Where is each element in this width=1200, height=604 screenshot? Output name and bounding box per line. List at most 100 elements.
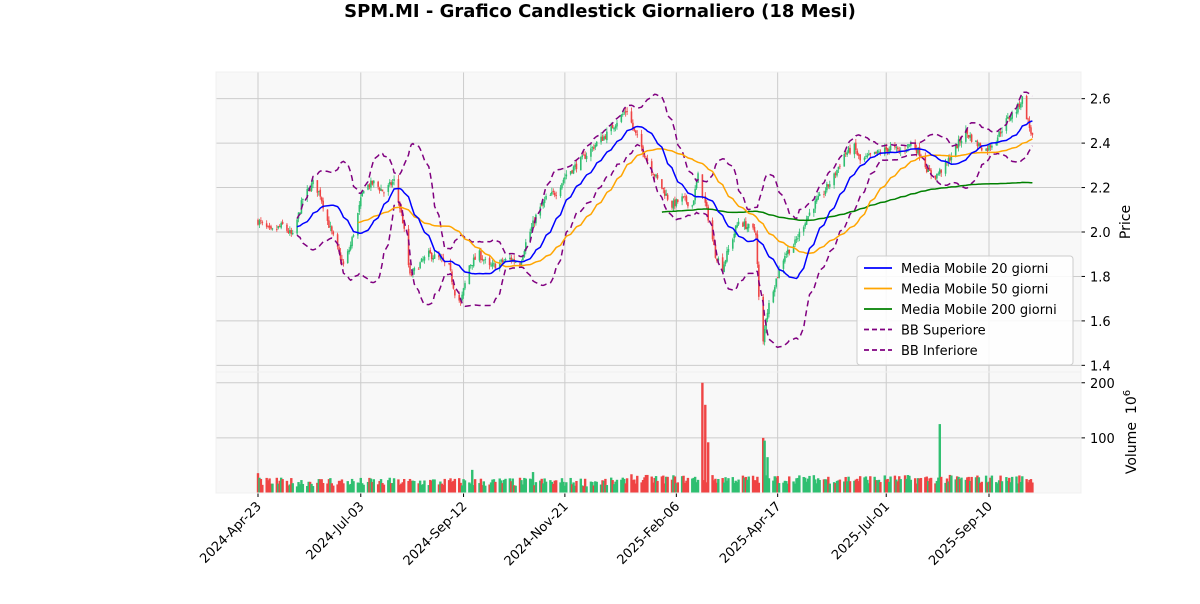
volume-bar [876,480,879,493]
volume-bar [676,482,679,493]
volume-bar [989,477,992,493]
candle-body [828,184,831,187]
volume-bar [711,475,714,493]
candle-body [611,125,614,129]
candle-body [529,231,531,242]
volume-bar [612,484,616,493]
volume-bar [329,478,332,493]
candle-body [1001,131,1003,133]
candle-body [575,163,578,170]
candle-body [839,165,841,167]
volume-bar [275,477,279,493]
candle-body [417,268,420,270]
candle-body [522,256,524,261]
price-tick-label: 2.0 [1090,226,1111,241]
candle-body [817,195,819,200]
volume-bar [792,481,795,493]
volume-bar [727,478,730,493]
candle-body [559,187,562,197]
candle-body [684,196,686,198]
volume-bar [1019,481,1023,493]
candle-body [804,223,806,227]
candle-body [448,263,450,265]
volume-bar [834,483,837,493]
candle-body [988,144,990,151]
volume-bar [488,484,491,493]
volume-panel [216,372,1081,493]
candle-body [857,154,860,156]
volume-bar [675,483,678,493]
volume-bar [785,481,788,493]
volume-bar [518,477,522,493]
volume-bar [625,478,629,493]
volume-bar [705,482,708,493]
candle-body [1025,95,1028,120]
volume-bar [837,480,840,493]
volume-bar [909,479,913,493]
candle-body [805,218,808,225]
candle-body [692,200,695,206]
volume-bar [403,478,406,493]
volume-bar [845,481,849,493]
volume-bar [581,485,584,493]
candle-body [788,249,791,254]
volume-bar [977,477,981,493]
candle-body [707,206,709,221]
candle-body [432,258,434,260]
candle-body [624,111,627,113]
x-tick-label: 2025-Sep-10 [926,499,996,569]
volume-bar [491,479,494,493]
candle-body [802,227,805,232]
volume-bar [686,477,690,493]
volume-bar [258,477,261,493]
candle-body [545,195,547,200]
candle-body [616,122,618,127]
volume-axis-exponent: 10 [1124,396,1140,414]
x-tick-label: 2024-Nov-21 [502,499,572,569]
volume-bar [534,482,538,493]
candle-body [329,226,332,227]
candle-body [855,142,857,150]
volume-bar [439,481,442,493]
volume-bar [683,482,687,493]
candle-body [885,146,888,150]
volume-bar [410,480,413,493]
candle-body [950,156,953,161]
candle-body [632,122,634,128]
volume-bar [290,478,293,493]
volume-bar [624,483,627,493]
candle-body [373,180,375,184]
volume-bar [660,476,664,493]
candle-body [666,194,669,200]
candle-body [572,166,575,174]
volume-bar [389,483,393,493]
volume-bar [295,486,299,493]
volume-bar [573,485,577,493]
candle-body [714,244,717,258]
candle-body [339,252,342,260]
candle-body [603,136,605,141]
volume-bar [853,480,856,493]
candle-body [307,187,310,190]
candle-body [726,250,728,262]
volume-bar [297,482,300,493]
volume-bar [916,478,920,493]
volume-bar [614,481,617,493]
candle-body [853,143,856,155]
volume-bar [919,477,923,493]
candle-body [697,173,699,183]
volume-bar [572,482,575,493]
volume-bar [844,476,847,493]
volume-bar [753,480,756,493]
volume-bar [499,480,503,493]
candle-body [665,193,668,196]
volume-bar [1026,482,1030,493]
volume-bar [266,480,270,493]
candle-body [483,260,485,262]
candle-body [468,265,471,285]
volume-bar [549,480,552,493]
candle-body [591,146,594,148]
candle-body [883,147,886,155]
candle-body [947,158,950,163]
candle-body [1020,103,1022,108]
